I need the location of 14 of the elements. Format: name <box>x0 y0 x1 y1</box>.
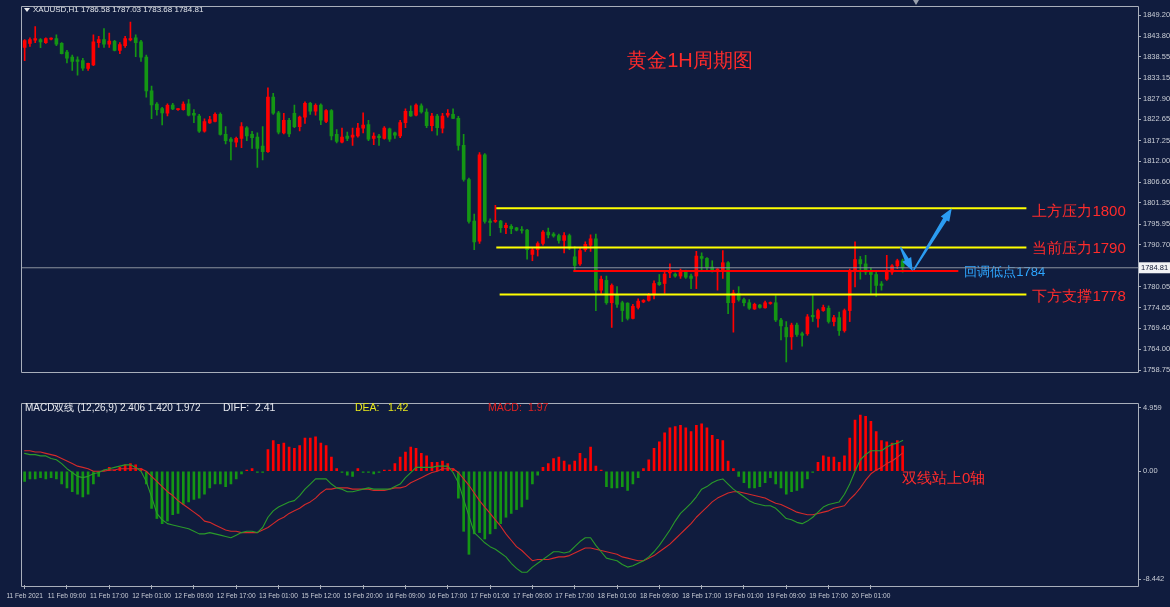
ref-line-label: 当前压力1790 <box>1032 238 1126 256</box>
annotation: 1.42 <box>388 400 409 413</box>
ref-line-label: 回调低点1784 <box>964 263 1046 279</box>
annotation: DEA: <box>355 400 380 413</box>
annotation: 双线站上0轴 <box>902 469 986 487</box>
text: 黄金1H周期图 <box>627 48 753 71</box>
annotation: MACD: <box>488 400 522 413</box>
annotation: 1.97 <box>528 400 549 413</box>
ref-line-label: 上方压力1800 <box>1032 202 1126 220</box>
annotation: 2.41 <box>255 400 276 413</box>
annotation: DIFF: <box>223 400 250 413</box>
annotation: MACD双线 (12,26,9) 2.406 1.420 1.972 <box>25 401 202 413</box>
ref-line-label: 下方支撑1778 <box>1032 286 1126 304</box>
chart-subtitle: XAUUSD,H1 1786.58 1787.03 1783.68 1784.81 <box>33 5 204 15</box>
